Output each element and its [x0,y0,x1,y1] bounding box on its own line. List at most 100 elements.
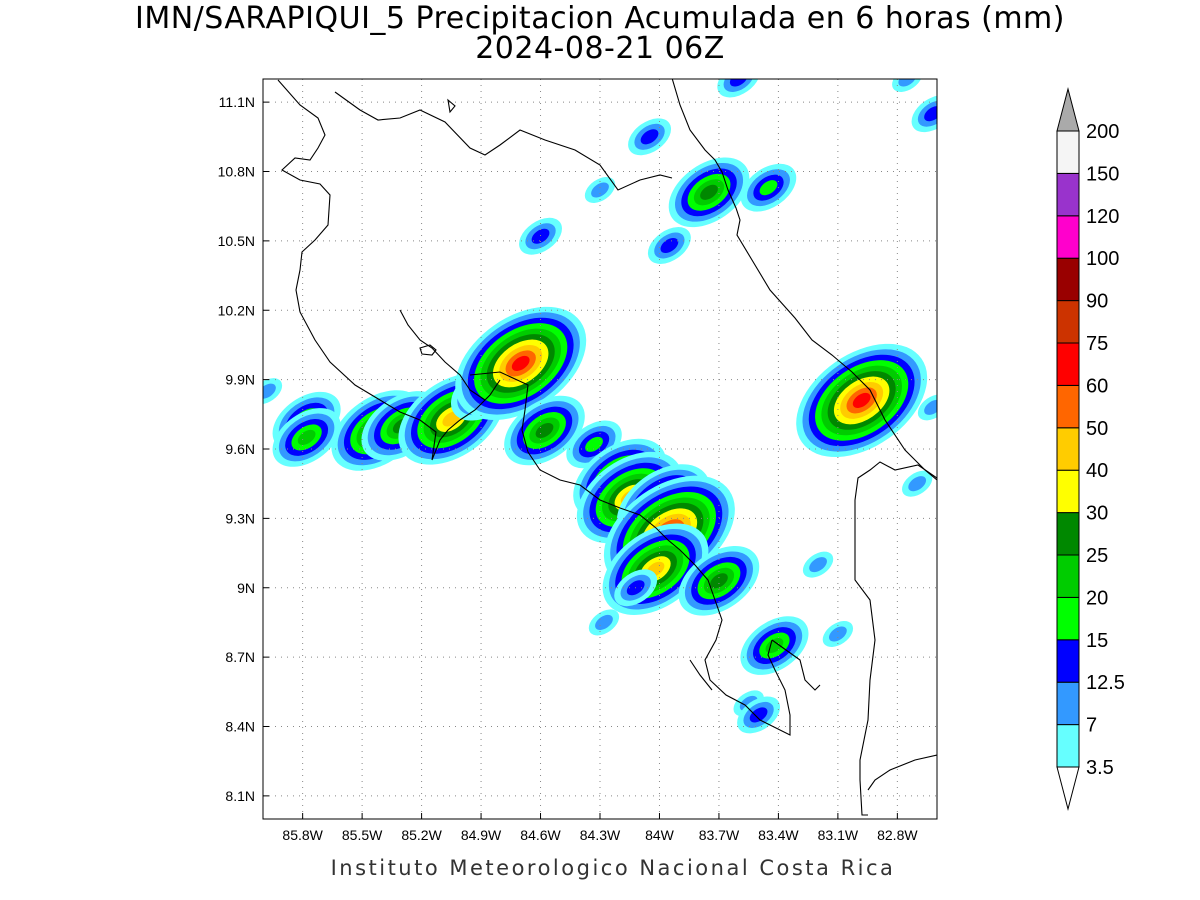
coastline-borders [277,79,937,816]
precip-cell [917,394,937,421]
precip-contour [585,436,603,452]
precip-cell [647,227,691,264]
precip-cell [584,176,616,204]
x-tick-label: 83.1W [818,827,859,843]
y-tick-label: 10.8N [218,164,255,180]
y-tick-label: 9.3N [225,510,255,526]
precip-cell [668,157,750,228]
colorbar-level-label: 120 [1086,206,1119,228]
colorbar-swatch [1056,469,1080,514]
colorbar-swatch [1056,172,1080,217]
colorbar-swatch [1056,130,1080,174]
precip-contour [852,392,871,408]
x-tick-label: 82.8W [877,827,918,843]
map-title: IMN/SARAPIQUI_5 Precipitacion Acumulada … [135,1,1065,36]
colorbar-level-label: 7 [1086,715,1097,737]
y-tick-label: 8.4N [225,719,255,735]
colorbar-level-label: 20 [1086,587,1108,609]
y-tick-label: 8.1N [225,788,255,804]
precip-cell [740,616,809,675]
precip-contour [729,79,748,87]
colorbar-level-label: 12.5 [1086,672,1125,694]
colorbar-swatch [1056,300,1080,344]
colorbar-swatch [1056,342,1080,386]
colorbar-top-arrow [1056,87,1080,132]
colorbar-swatch [1056,512,1080,556]
precip-contour [892,79,923,93]
x-tick-label: 83.7W [699,827,740,843]
precip-contour [710,573,728,589]
precip-cell [504,395,585,466]
precip-contour [759,180,778,196]
colorbar-swatch [1056,639,1080,683]
colorbar-level-label: 150 [1086,163,1119,185]
x-tick-label: 84.3W [580,827,621,843]
map-grid [263,79,937,819]
y-tick-label: 9N [237,580,255,596]
colorbar-level-label: 90 [1086,291,1108,313]
x-tick-label: 83.4W [758,827,799,843]
precip-contour [809,557,827,573]
precip-contour [924,399,937,415]
colorbar-swatch [1056,681,1080,726]
x-tick-label: 85.5W [342,827,383,843]
y-tick-label: 10.2N [218,302,255,318]
precip-cell [892,79,923,93]
y-tick-label: 9.6N [225,441,255,457]
colorbar-level-label: 75 [1086,333,1108,355]
colorbar-swatch [1056,257,1080,302]
precip-cell [717,79,761,98]
colorbar-swatch [1056,724,1080,768]
precip-contour [591,182,609,198]
precip-cell [678,546,760,616]
longitude-tick-labels: 85.8W 85.5W 85.2W 84.9W 84.6W 84.3W 84W 83.7W 83… [282,827,918,843]
precip-contour [660,237,679,254]
x-tick-label: 85.2W [401,827,442,843]
precip-cell [796,343,928,458]
colorbar-level-label: 15 [1086,630,1108,652]
precip-contour [924,106,937,122]
map-subtitle-datetime: 2024-08-21 06Z [475,31,725,66]
colorbar-level-label: 50 [1086,418,1108,440]
precip-cell [740,163,797,212]
map-frame [262,78,938,820]
colorbar-bottom-arrow [1056,766,1080,811]
precip-cell [628,118,672,156]
colorbar-level-label: 200 [1086,121,1119,143]
colorbar-level-label: 30 [1086,503,1108,525]
precipitation-layer [263,79,937,734]
colorbar-level-label: 3.5 [1086,757,1114,779]
precip-cell [272,408,341,467]
precip-contour [535,422,554,439]
precip-contour [531,228,550,244]
precip-cell [802,551,834,578]
y-tick-label: 9.9N [225,372,255,388]
precip-cell [588,609,620,636]
precip-cell [455,306,587,421]
colorbar-level-label: 60 [1086,375,1108,397]
footer-credit: Instituto Meteorologico Nacional Costa R… [330,856,896,880]
y-tick-label: 11.1N [219,94,255,110]
x-tick-label: 85.8W [282,827,323,843]
x-tick-label: 84.6W [520,827,561,843]
precip-contour [828,626,847,642]
colorbar-swatch [1056,596,1080,641]
y-tick-label: 10.5N [218,233,255,249]
latitude-tick-labels: 11.1N 10.8N 10.5N 10.2N 9.9N 9.6N 9.3N 9N 8.7N 8.… [218,94,255,804]
precip-contour [908,476,927,492]
precip-cell [902,470,933,497]
precip-contour [723,79,754,93]
precip-contour [749,707,768,723]
colorbar-swatch [1056,427,1080,471]
precip-contour [640,129,659,145]
colorbar-level-label: 100 [1086,248,1119,270]
colorbar-level-label: 40 [1086,460,1108,482]
precip-cell [822,620,854,648]
precip-contour [700,184,718,200]
colorbar-swatch [1056,554,1080,598]
precip-contour [595,614,613,630]
precip-contour [263,383,276,399]
precip-cell [263,378,283,405]
x-tick-label: 84.9W [461,827,502,843]
